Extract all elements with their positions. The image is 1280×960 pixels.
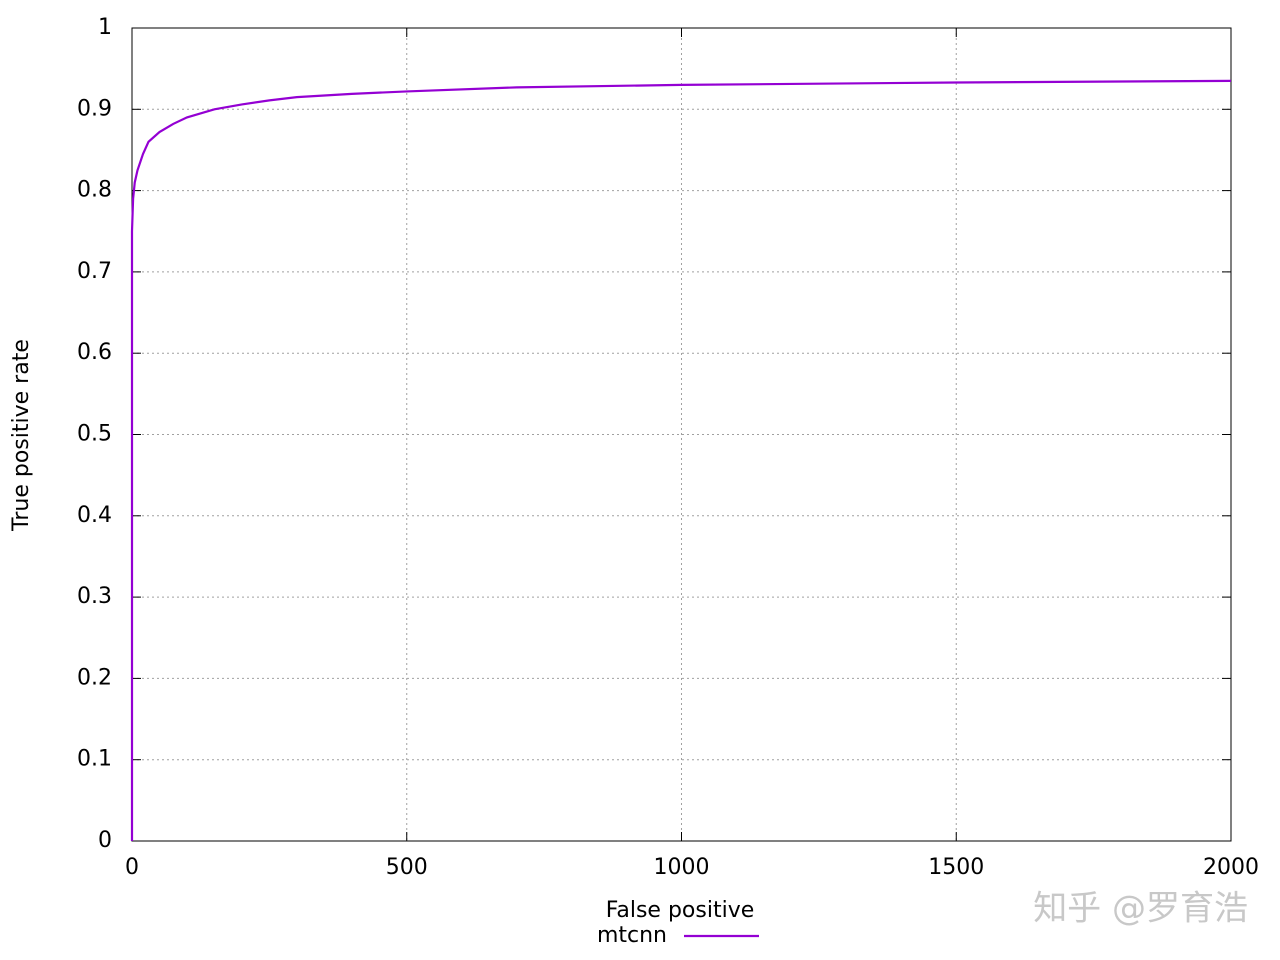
line xyxy=(130,79,1232,841)
watermark: 知乎 @罗育浩 xyxy=(1033,889,1248,929)
y-tick-label: 0.5 xyxy=(77,422,112,447)
y-tick-label: 0.9 xyxy=(77,96,112,121)
y-tick-label: 0.2 xyxy=(77,665,112,690)
y-tick-label: 0.6 xyxy=(77,340,112,365)
y-tick-label: 0.3 xyxy=(77,584,112,609)
y-tick-label: 0.8 xyxy=(77,178,112,203)
x-tick-label: 1000 xyxy=(654,855,710,880)
x-tick-label: 2000 xyxy=(1203,855,1259,880)
x-tick-label: 1500 xyxy=(928,855,984,880)
y-tick-label: 0.7 xyxy=(77,259,112,284)
y-tick-label: 0.4 xyxy=(77,503,112,528)
legend-label: mtcnn xyxy=(597,923,667,948)
x-tick-label: 0 xyxy=(125,855,139,880)
y-tick-label: 0 xyxy=(98,828,112,853)
x-axis-label: False positive xyxy=(606,898,755,923)
y-tick-label: 0.1 xyxy=(77,747,112,772)
y-tick-label: 1 xyxy=(98,15,112,40)
x-tick-label: 500 xyxy=(386,855,428,880)
y-axis-label: True positive rate xyxy=(9,339,34,532)
